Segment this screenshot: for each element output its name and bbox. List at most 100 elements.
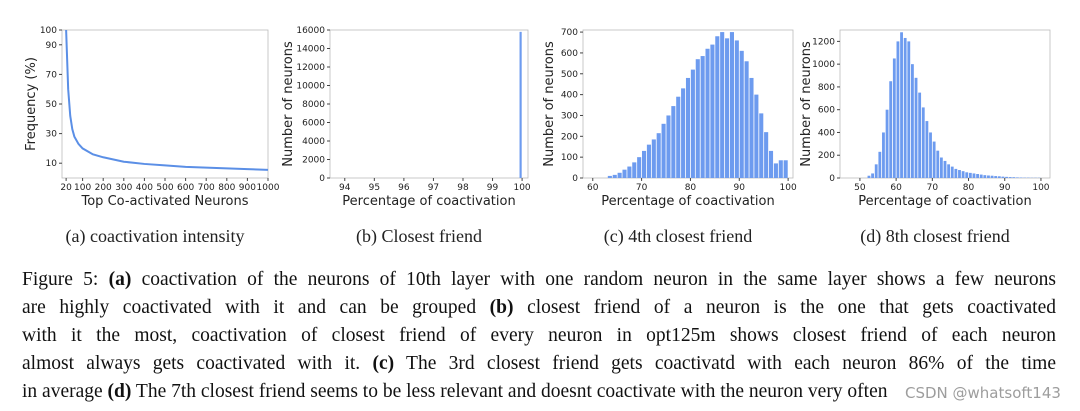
histogram-bar	[896, 41, 900, 179]
y-tick-label: 2000	[302, 156, 325, 166]
x-tick-label: 300	[115, 183, 132, 193]
histogram-bar	[961, 171, 965, 178]
y-tick-label: 800	[818, 83, 835, 93]
histogram-bar	[903, 37, 907, 178]
histogram-bar	[695, 59, 700, 178]
x-axis-label: Percentage of coactivation	[342, 194, 515, 209]
histogram-bar	[612, 174, 617, 178]
figure-caption: Figure 5: (a) coactivation of the neuron…	[22, 266, 1056, 406]
y-tick-label: 600	[561, 49, 578, 59]
caption-label: (a)	[108, 269, 132, 290]
histogram-bar	[705, 48, 710, 179]
histogram-bar	[773, 163, 778, 178]
histogram-bar	[914, 77, 918, 178]
histogram-bar	[994, 176, 998, 178]
y-tick-label: 0	[319, 174, 325, 184]
histogram-bar	[651, 139, 656, 178]
y-axis-label: Number of neurons	[542, 41, 557, 167]
histogram-bar	[700, 56, 705, 179]
y-axis-label: Number of neurons	[281, 41, 296, 167]
caption-text: The 7th closest friend seems to be less …	[131, 381, 888, 402]
y-tick-label: 700	[561, 28, 578, 38]
x-tick-label: 900	[239, 183, 256, 193]
histogram-bar	[710, 44, 715, 178]
y-tick-label: 400	[561, 91, 578, 101]
caption-text: The 3rd closest friend gets coactivatd w…	[394, 353, 1056, 374]
subcaption: (b) Closest friend	[356, 226, 482, 247]
histogram-bar	[734, 40, 739, 179]
histogram-bar	[921, 107, 925, 178]
x-tick-label: 80	[685, 183, 697, 193]
y-axis-label: Frequency (%)	[24, 57, 39, 151]
histogram-bar	[997, 176, 1001, 178]
chart-panel: 0 100 200 300 400 500 600 700 60 70 80 90 100 Percent…	[542, 28, 797, 247]
histogram-bar	[739, 50, 744, 178]
y-tick-label: 10	[46, 159, 58, 169]
x-tick-label: 100	[1032, 183, 1049, 193]
y-tick-label: 70	[46, 70, 58, 80]
histogram-bar	[1012, 177, 1016, 178]
x-tick-label: 200	[95, 183, 112, 193]
histogram-bar	[671, 106, 676, 178]
histogram-bar	[929, 132, 932, 178]
y-axis-label: Number of neurons	[799, 41, 814, 167]
y-tick-label: 500	[561, 70, 578, 80]
caption-label: (c)	[372, 353, 395, 374]
histogram-bar	[936, 150, 940, 178]
histogram-bar	[759, 113, 764, 178]
x-tick-label: 60	[890, 183, 902, 193]
subcaption: (a) coactivation intensity	[66, 226, 245, 247]
x-tick-label: 500	[156, 183, 173, 193]
histogram-bar	[871, 173, 874, 178]
y-tick-label: 100	[561, 153, 578, 163]
y-tick-label: 50	[46, 100, 58, 110]
histogram-bar	[968, 172, 972, 178]
x-tick-label: 100	[780, 183, 797, 193]
y-tick-label: 90	[46, 41, 58, 51]
histogram-bar	[646, 144, 651, 178]
x-tick-label: 100	[74, 183, 91, 193]
x-tick-label: 90	[734, 183, 746, 193]
caption-line: Figure 5: (a) coactivation of the neuron…	[22, 266, 1056, 294]
histogram-bar	[911, 64, 914, 178]
y-tick-label: 14000	[296, 45, 325, 55]
x-tick-label: 90	[999, 183, 1011, 193]
y-tick-label: 4000	[302, 137, 325, 147]
x-tick-label: 97	[428, 183, 439, 193]
histogram-bar	[1008, 177, 1012, 178]
caption-line: with it the most, coactivation of closes…	[22, 322, 1056, 350]
y-tick-label: 6000	[302, 119, 325, 129]
histogram-bar	[783, 160, 788, 178]
histogram-bar	[950, 166, 954, 178]
chart-panel: 0 2000 4000 6000 8000 10000 12000 14000 16000 94 9…	[281, 26, 531, 247]
subcaption: (c) 4th closest friend	[604, 226, 752, 247]
x-axis-label: Percentage of coactivation	[858, 194, 1031, 209]
y-tick-label: 0	[829, 174, 835, 184]
caption-text: closest friend of a neuron is the one th…	[513, 297, 1056, 318]
plot-frame	[61, 29, 269, 179]
x-tick-label: 94	[339, 183, 351, 193]
histogram-bar	[720, 32, 725, 179]
x-tick-label: 700	[198, 183, 215, 193]
histogram-bar	[676, 96, 681, 178]
histogram-bar	[979, 174, 983, 178]
caption-text: coactivation of the neurons of 10th laye…	[131, 269, 1056, 290]
y-tick-label: 100	[40, 26, 57, 36]
y-tick-label: 16000	[296, 26, 325, 36]
x-tick-label: 70	[927, 183, 939, 193]
histogram-bar	[889, 81, 893, 178]
histogram-bar	[685, 77, 691, 178]
histogram-bar	[627, 166, 632, 178]
y-tick-label: 200	[561, 132, 578, 142]
histogram-bar	[715, 36, 720, 178]
plot-frame	[839, 29, 1051, 179]
x-tick-label: 96	[398, 183, 410, 193]
chart-panel: 0 200 400 600 800 1000 1200 50 60 70 80 90 100Percen…	[799, 29, 1051, 247]
caption-text: with it the most, coactivation of closes…	[22, 325, 1056, 346]
histogram-bar	[1001, 176, 1005, 178]
x-tick-label: 80	[963, 183, 975, 193]
histogram-bar	[972, 173, 976, 178]
caption-text: almost always gets coactivated with it.	[22, 353, 373, 374]
data-line	[65, 29, 269, 171]
